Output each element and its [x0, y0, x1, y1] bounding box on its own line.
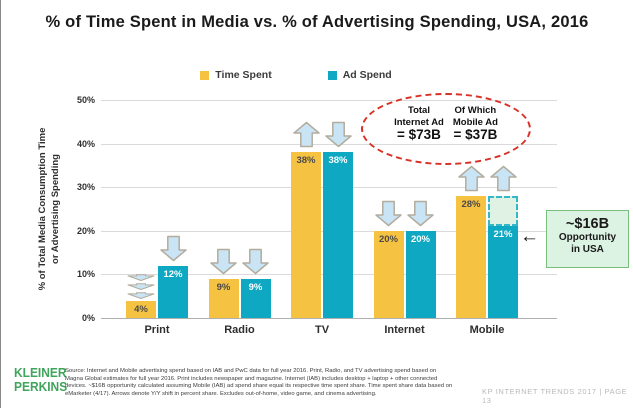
mobile-ad-line1: Of Which: [454, 105, 497, 116]
bar-internet-ad-spend: [405, 230, 436, 318]
gridline: [101, 100, 557, 101]
bar-internet-time-spent: [373, 230, 404, 318]
trend-up-icon: [292, 121, 320, 148]
legend-item-time-spent: Time Spent: [200, 69, 272, 81]
trend-down-icon: [159, 235, 187, 262]
bar-value-label: 21%: [493, 229, 513, 241]
y-axis-tick: 20%: [76, 225, 95, 236]
legend: Time Spent Ad Spend: [1, 69, 591, 81]
total-internet-ad-column: Total Internet Ad = $73B: [394, 105, 444, 163]
y-axis-tick: 0%: [81, 313, 95, 323]
kleiner-perkins-logo: KLEINER PERKINS: [14, 366, 67, 394]
bar-print-time-spent: [126, 300, 156, 318]
plot-area: Print 4% 12% Radio 9% 9% TV 38% 38% Internet 20% 20…: [101, 100, 557, 336]
trend-down-stack-icon: [126, 273, 156, 299]
mobile-ad-value: = $37B: [453, 127, 498, 142]
bar-mobile-ad-spend: [488, 226, 518, 318]
trend-up-icon: [457, 165, 485, 192]
legend-item-ad-spend: Ad Spend: [327, 69, 392, 81]
category-label-mobile: Mobile: [469, 324, 505, 336]
bar-value-label: 12%: [163, 268, 183, 280]
left-arrow-icon: ←: [520, 226, 539, 247]
bar-mobile-time-spent: [456, 195, 486, 318]
category-label-tv: TV: [314, 324, 330, 336]
bar-value-label: 9%: [248, 281, 263, 293]
trend-down-icon: [210, 248, 237, 275]
trend-down-icon: [407, 200, 434, 227]
bar-value-label: 38%: [328, 155, 348, 167]
bar-value-label: 20%: [378, 233, 398, 245]
opportunity-line2: Opportunity: [558, 232, 617, 243]
bar-value-label: 20%: [410, 233, 430, 245]
opportunity-line3: in USA: [571, 243, 604, 255]
page-footer-label: KP INTERNET TRENDS 2017 | PAGE 13: [482, 387, 628, 405]
category-label-print: Print: [144, 324, 170, 336]
y-axis-tick: 50%: [76, 95, 95, 105]
y-axis-title-line1: % of Total Media Consumption Time: [37, 127, 48, 291]
mobile-ad-opportunity-gap: [488, 195, 518, 227]
bar-value-label: 38%: [296, 155, 316, 167]
opportunity-annotation-box: ~$16B Opportunity in USA: [546, 210, 629, 268]
total-internet-ad-line2: Internet Ad: [394, 116, 444, 128]
trend-down-icon: [324, 121, 352, 148]
legend-label-ad-spend: Ad Spend: [342, 69, 392, 81]
category-label-radio: Radio: [224, 324, 255, 336]
ad-spend-swatch-icon: [327, 70, 337, 80]
bar-tv-time-spent: [291, 152, 321, 318]
bar-print-ad-spend: [158, 265, 188, 318]
trend-down-icon: [375, 200, 402, 227]
logo-line1: KLEINER: [14, 365, 67, 380]
gridline: [101, 143, 557, 145]
opportunity-value: ~$16B: [565, 216, 610, 232]
bar-radio-ad-spend: [240, 278, 271, 318]
y-axis-tick: 10%: [76, 269, 95, 280]
y-axis-tick: 40%: [76, 138, 95, 149]
bar-radio-time-spent: [208, 278, 239, 318]
legend-label-time-spent: Time Spent: [215, 69, 272, 81]
mobile-ad-column: Of Which Mobile Ad = $37B: [453, 105, 498, 163]
bar-value-label: 4%: [134, 303, 148, 315]
total-internet-ad-line1: Total: [407, 105, 430, 116]
y-axis-tick: 30%: [76, 182, 95, 193]
trend-up-icon: [489, 165, 517, 192]
bar-value-label: 28%: [461, 198, 481, 210]
internet-ad-oval-annotation: Total Internet Ad = $73B Of Which Mobile…: [361, 93, 531, 165]
mobile-ad-line2: Mobile Ad: [452, 116, 498, 128]
bar-value-label: 9%: [216, 281, 231, 293]
source-note: Source: Internet and Mobile advertising …: [65, 368, 453, 398]
y-axis-title: % of Total Media Consumption Time or Adv…: [37, 89, 63, 329]
trend-down-icon: [242, 248, 269, 275]
time-spent-swatch-icon: [200, 70, 210, 80]
y-axis-title-line2: or Advertising Spending: [49, 154, 61, 264]
bar-tv-ad-spend: [323, 152, 353, 318]
chart-title: % of Time Spent in Media vs. % of Advert…: [45, 13, 589, 31]
logo-line2: PERKINS: [14, 379, 68, 394]
category-label-internet: Internet: [384, 324, 425, 336]
total-internet-ad-value: = $73B: [397, 127, 441, 142]
